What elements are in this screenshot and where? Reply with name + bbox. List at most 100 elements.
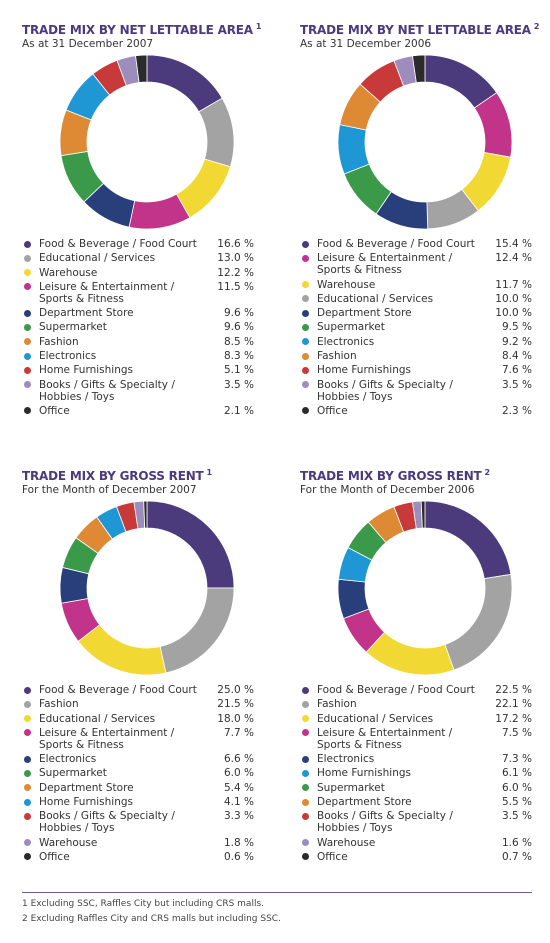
legend-item: Warehouse 1.8 % [22, 837, 254, 849]
legend-label: Food & Beverage / Food Court [317, 684, 475, 696]
legend-item: Food & Beverage / Food Court 16.6 % [22, 238, 254, 250]
legend-label: Food & Beverage / Food Court [317, 238, 475, 250]
legend-label: Educational / Services [317, 292, 434, 305]
value-label: 8.5 % [223, 335, 254, 348]
value-label: 6.1 % [501, 767, 532, 780]
legend-swatch [302, 381, 309, 389]
title-text: TRADE MIX BY NET LETTABLE AREA [22, 23, 253, 37]
value-label: 17.2 % [495, 712, 532, 725]
value-label: 11.7 % [495, 278, 532, 291]
footnote-mark: 2 [22, 914, 28, 924]
legend-item: Educational / Services 17.2 % [300, 713, 532, 725]
legend-label: Department Store [317, 307, 412, 320]
legend-label: Warehouse [317, 836, 376, 849]
value-label: 11.5 % [217, 280, 254, 293]
value-label: 22.5 % [495, 684, 532, 696]
legend-swatch [24, 309, 31, 317]
legend-item: Leisure & Entertainment / Sports & Fitne… [22, 727, 254, 751]
value-label: 12.4 % [495, 252, 532, 265]
legend-label: Leisure & Entertainment / Sports & Fitne… [39, 280, 175, 305]
legend-item: Department Store 5.5 % [300, 796, 532, 808]
legend-swatch [24, 352, 31, 360]
legend-item: Office 2.1 % [22, 405, 254, 417]
legend-item: Fashion 21.5 % [22, 698, 254, 710]
legend-item: Educational / Services 13.0 % [22, 252, 254, 264]
legend-item: Fashion 8.4 % [300, 350, 532, 362]
legend-label: Supermarket [317, 321, 385, 334]
legend-label: Supermarket [39, 767, 107, 780]
legend-item: Electronics 9.2 % [300, 336, 532, 348]
legend-swatch [302, 366, 309, 374]
legend-label: Electronics [317, 753, 375, 766]
legend-label: Supermarket [317, 781, 385, 794]
legend-swatch [302, 240, 309, 248]
legend-item: Books / Gifts & Specialty / Hobbies / To… [300, 810, 532, 834]
chart-subtitle: For the Month of December 2006 [300, 484, 475, 496]
legend-swatch [302, 309, 309, 317]
legend-item: Leisure & Entertainment / Sports & Fitne… [300, 727, 532, 751]
legend-label: Educational / Services [39, 712, 156, 725]
value-label: 7.6 % [501, 364, 532, 377]
legend-item: Electronics 8.3 % [22, 350, 254, 362]
legend-swatch [302, 839, 309, 847]
chart-subtitle: For the Month of December 2007 [22, 484, 197, 496]
legend-label: Fashion [39, 698, 79, 711]
value-label: 9.6 % [223, 321, 254, 334]
legend-swatch [24, 798, 31, 806]
legend-swatch [24, 812, 31, 820]
legend-swatch [302, 686, 309, 694]
footnote-rule [22, 892, 532, 893]
legend-swatch [302, 853, 309, 861]
legend-swatch [302, 755, 309, 763]
value-label: 9.6 % [223, 307, 254, 320]
value-label: 10.0 % [495, 292, 532, 305]
value-label: 25.0 % [217, 684, 254, 696]
value-label: 9.5 % [501, 321, 532, 334]
legend-item: Office 0.6 % [22, 851, 254, 863]
legend-swatch [24, 715, 31, 723]
legend-swatch [24, 240, 31, 248]
value-label: 9.2 % [501, 335, 532, 348]
legend-swatch [24, 700, 31, 708]
donut-segment [135, 54, 148, 83]
legend-label: Warehouse [39, 266, 98, 279]
footnote-mark: 1 [22, 899, 28, 909]
value-label: 22.1 % [495, 698, 532, 711]
legend-item: Warehouse 1.6 % [300, 837, 532, 849]
footnote: 1 Excluding SSC, Raffles City but includ… [22, 899, 264, 909]
legend-item: Office 0.7 % [300, 851, 532, 863]
legend-label: Books / Gifts & Specialty / Hobbies / To… [317, 378, 453, 403]
donut-segment [365, 631, 455, 676]
donut-segment [412, 54, 426, 84]
legend-label: Electronics [39, 753, 97, 766]
value-label: 12.2 % [217, 266, 254, 279]
value-label: 18.0 % [217, 712, 254, 725]
legend-swatch [24, 853, 31, 861]
legend-swatch [24, 381, 31, 389]
legend-label: Home Furnishings [39, 364, 134, 377]
legend-swatch [24, 729, 31, 737]
donut-segment [198, 97, 235, 168]
chart-title: TRADE MIX BY GROSS RENT 2 [300, 468, 490, 483]
legend-label: Food & Beverage / Food Court [39, 684, 197, 696]
legend-swatch [302, 812, 309, 820]
value-label: 2.3 % [501, 404, 532, 417]
legend-item: Food & Beverage / Food Court 15.4 % [300, 238, 532, 250]
value-label: 7.3 % [501, 753, 532, 766]
value-label: 0.7 % [501, 850, 532, 863]
legend-item: Leisure & Entertainment / Sports & Fitne… [300, 252, 532, 276]
value-label: 5.5 % [501, 796, 532, 809]
title-note: 1 [206, 468, 213, 477]
legend-item: Warehouse 12.2 % [22, 267, 254, 279]
legend-swatch [24, 283, 31, 291]
value-label: 21.5 % [217, 698, 254, 711]
legend-item: Educational / Services 18.0 % [22, 713, 254, 725]
legend-label: Leisure & Entertainment / Sports & Fitne… [317, 252, 453, 277]
legend-label: Books / Gifts & Specialty / Hobbies / To… [39, 378, 175, 403]
legend-item: Food & Beverage / Food Court 25.0 % [22, 684, 254, 696]
legend-swatch [302, 715, 309, 723]
footnote-text: Excluding SSC, Raffles City but includin… [30, 899, 264, 909]
legend-item: Supermarket 6.0 % [300, 782, 532, 794]
chart-title: TRADE MIX BY NET LETTABLE AREA 2 [300, 22, 539, 37]
